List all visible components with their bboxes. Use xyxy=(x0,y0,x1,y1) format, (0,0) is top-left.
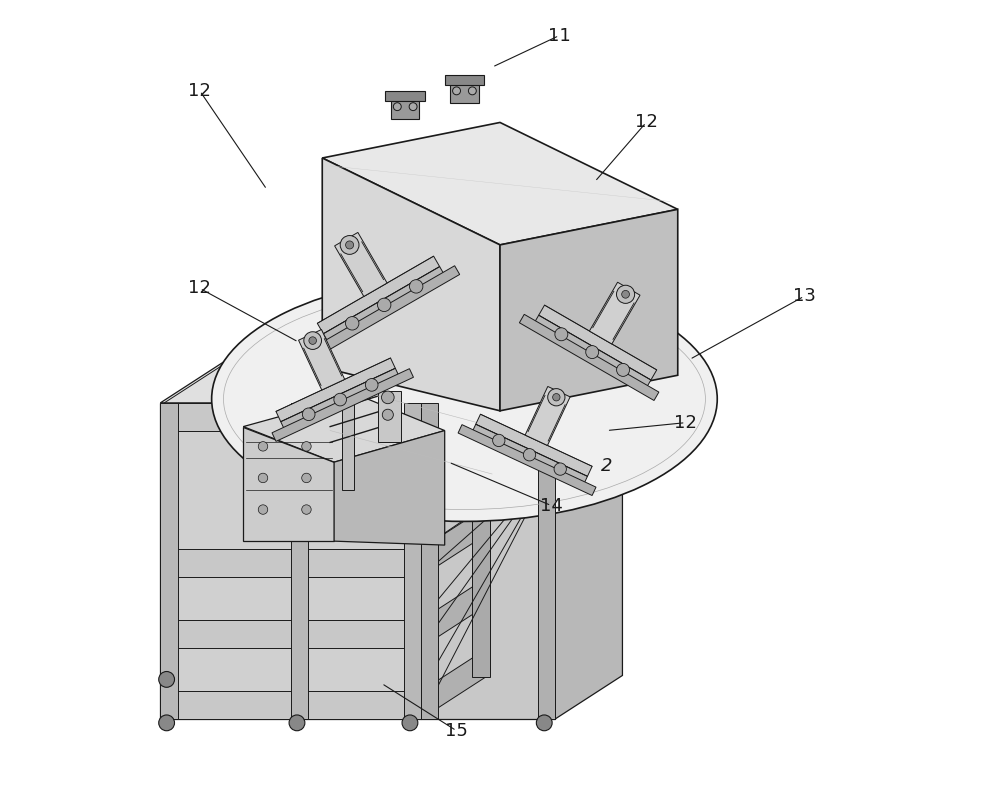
Polygon shape xyxy=(243,427,334,541)
Polygon shape xyxy=(323,267,445,343)
Circle shape xyxy=(536,715,552,731)
Circle shape xyxy=(409,280,423,293)
Text: 15: 15 xyxy=(445,722,468,739)
Circle shape xyxy=(345,317,359,330)
Circle shape xyxy=(258,473,268,483)
Polygon shape xyxy=(589,282,640,344)
Circle shape xyxy=(377,298,391,311)
Polygon shape xyxy=(421,403,438,719)
Circle shape xyxy=(493,435,505,446)
Circle shape xyxy=(548,389,565,406)
Circle shape xyxy=(309,337,316,344)
Polygon shape xyxy=(525,386,570,446)
Polygon shape xyxy=(160,403,421,431)
Text: 2: 2 xyxy=(601,457,612,475)
Polygon shape xyxy=(538,451,555,719)
Polygon shape xyxy=(500,209,678,411)
Circle shape xyxy=(289,715,305,731)
Circle shape xyxy=(382,391,394,404)
Text: 13: 13 xyxy=(793,288,816,305)
Polygon shape xyxy=(404,403,421,719)
Polygon shape xyxy=(450,81,479,103)
Ellipse shape xyxy=(212,276,717,521)
Polygon shape xyxy=(476,414,592,476)
Polygon shape xyxy=(160,620,421,648)
Text: 14: 14 xyxy=(540,497,563,514)
Polygon shape xyxy=(317,256,440,333)
Polygon shape xyxy=(539,305,657,380)
Polygon shape xyxy=(421,359,622,458)
Circle shape xyxy=(553,393,560,401)
Polygon shape xyxy=(445,75,484,85)
Circle shape xyxy=(365,378,378,391)
Polygon shape xyxy=(519,314,659,401)
Circle shape xyxy=(302,505,311,514)
Circle shape xyxy=(302,473,311,483)
Circle shape xyxy=(302,408,315,420)
Circle shape xyxy=(159,715,175,731)
Text: 12: 12 xyxy=(188,82,211,100)
Polygon shape xyxy=(472,424,587,485)
Circle shape xyxy=(304,332,322,349)
Polygon shape xyxy=(160,359,488,403)
Polygon shape xyxy=(299,329,345,390)
Polygon shape xyxy=(335,232,387,296)
Polygon shape xyxy=(160,403,178,719)
Polygon shape xyxy=(243,395,445,462)
Polygon shape xyxy=(385,91,425,101)
Circle shape xyxy=(453,87,461,95)
Polygon shape xyxy=(291,403,308,719)
Polygon shape xyxy=(458,425,596,495)
Circle shape xyxy=(409,103,417,111)
Polygon shape xyxy=(421,359,488,719)
Circle shape xyxy=(159,672,175,687)
Circle shape xyxy=(586,345,599,359)
Polygon shape xyxy=(160,403,421,719)
Text: 12: 12 xyxy=(188,280,211,297)
Circle shape xyxy=(402,715,418,731)
Circle shape xyxy=(554,463,566,476)
Text: 12: 12 xyxy=(635,114,658,131)
Circle shape xyxy=(555,328,568,340)
Circle shape xyxy=(617,363,630,376)
Polygon shape xyxy=(160,691,421,719)
Circle shape xyxy=(258,442,268,451)
Polygon shape xyxy=(342,395,354,490)
Polygon shape xyxy=(322,158,500,411)
Polygon shape xyxy=(421,359,488,431)
Polygon shape xyxy=(281,368,399,431)
Circle shape xyxy=(334,393,347,406)
Polygon shape xyxy=(534,315,651,389)
Polygon shape xyxy=(315,265,460,355)
Circle shape xyxy=(523,449,536,461)
Circle shape xyxy=(258,505,268,514)
Polygon shape xyxy=(378,391,401,442)
Polygon shape xyxy=(272,369,413,442)
Circle shape xyxy=(393,103,401,111)
Polygon shape xyxy=(334,431,445,545)
Circle shape xyxy=(468,87,476,95)
Polygon shape xyxy=(472,370,490,677)
Circle shape xyxy=(622,291,629,298)
Text: 11: 11 xyxy=(548,27,571,44)
Polygon shape xyxy=(421,506,488,577)
Polygon shape xyxy=(160,549,421,577)
Polygon shape xyxy=(391,96,419,118)
Text: 12: 12 xyxy=(674,414,697,431)
Circle shape xyxy=(382,409,393,420)
Polygon shape xyxy=(421,403,555,719)
Polygon shape xyxy=(421,577,488,648)
Polygon shape xyxy=(421,648,488,719)
Circle shape xyxy=(617,285,635,303)
Polygon shape xyxy=(555,415,622,719)
Circle shape xyxy=(340,235,359,254)
Circle shape xyxy=(346,241,354,249)
Circle shape xyxy=(302,442,311,451)
Polygon shape xyxy=(322,122,678,245)
Polygon shape xyxy=(421,403,438,711)
Polygon shape xyxy=(276,358,395,422)
